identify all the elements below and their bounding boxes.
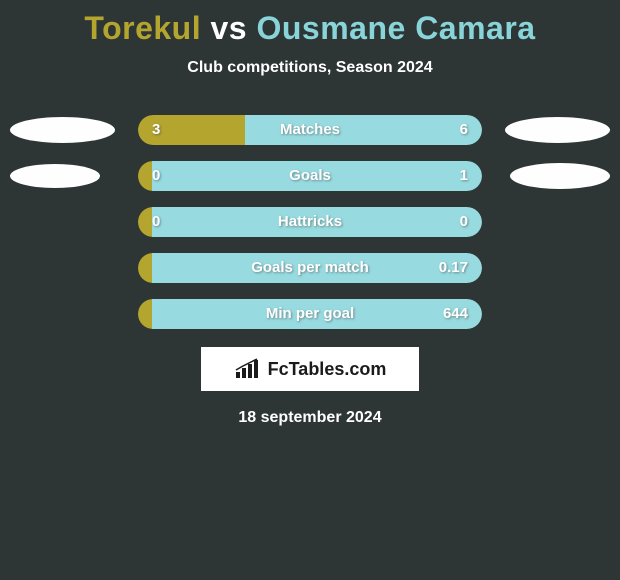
bar-value-right: 0.17 [439, 253, 468, 283]
stat-row: Matches3 6 [0, 115, 620, 145]
ellipse-left [10, 164, 100, 188]
stat-bar: Goals0 1 [138, 161, 482, 191]
bar-label: Min per goal [138, 299, 482, 329]
stats-chart: Matches36Goals01Hattricks00Goals per mat… [0, 115, 620, 329]
title-player2: Ousmane Camara [256, 10, 535, 46]
ellipse-right [510, 163, 610, 189]
brand-text: FcTables.com [268, 359, 387, 380]
comparison-infographic: Torekul vs Ousmane Camara Club competiti… [0, 0, 620, 580]
title-player1: Torekul [84, 10, 201, 46]
bar-value-left: 3 [152, 115, 160, 145]
stat-row: Hattricks0 0 [0, 207, 620, 237]
stat-bar: Matches3 6 [138, 115, 482, 145]
bar-value-right: 644 [443, 299, 468, 329]
brand-box: FcTables.com [201, 347, 419, 391]
bar-label: Hattricks [138, 207, 482, 237]
bar-label: Goals [138, 161, 482, 191]
bar-label: Matches [138, 115, 482, 145]
bar-value-left: 0 [152, 161, 160, 191]
stat-row: Min per goal644 [0, 299, 620, 329]
date-label: 18 september 2024 [0, 409, 620, 427]
subtitle: Club competitions, Season 2024 [0, 59, 620, 77]
bar-value-right: 0 [460, 207, 468, 237]
stat-bar: Min per goal644 [138, 299, 482, 329]
ellipse-left [10, 117, 115, 143]
bar-value-left: 0 [152, 207, 160, 237]
stat-bar: Hattricks0 0 [138, 207, 482, 237]
bar-value-right: 1 [460, 161, 468, 191]
title-vs: vs [210, 10, 247, 46]
bar-value-right: 6 [460, 115, 468, 145]
bar-label: Goals per match [138, 253, 482, 283]
page-title: Torekul vs Ousmane Camara [0, 0, 620, 47]
bar-chart-icon [234, 358, 262, 380]
ellipse-right [505, 117, 610, 143]
stat-row: Goals0 1 [0, 161, 620, 191]
stat-row: Goals per match0.17 [0, 253, 620, 283]
stat-bar: Goals per match0.17 [138, 253, 482, 283]
